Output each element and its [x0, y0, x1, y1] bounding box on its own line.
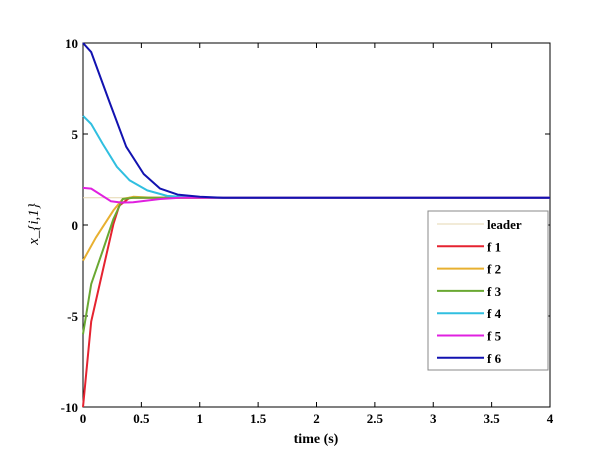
x-tick-label: 1	[197, 411, 204, 426]
x-axis-label: time (s)	[294, 432, 339, 447]
x-tick-label: 2	[313, 411, 320, 426]
x-tick-label: 0.5	[133, 411, 150, 426]
legend-label: f 2	[487, 262, 501, 277]
y-tick-label: -5	[67, 309, 78, 324]
y-tick-label: 10	[65, 36, 78, 51]
series-line-f3	[82, 196, 550, 335]
legend-label: f 6	[487, 351, 502, 366]
legend-label: f 1	[487, 239, 501, 254]
legend-label: f 4	[487, 306, 502, 321]
x-tick-label: 4	[547, 411, 554, 426]
series-line-f5	[82, 186, 550, 204]
y-tick-label: 5	[72, 127, 79, 142]
legend-label: f 3	[487, 284, 502, 299]
series-lines	[82, 42, 550, 408]
series-line-f6	[82, 42, 550, 199]
x-tick-label: 0	[80, 411, 87, 426]
x-tick-label: 3	[430, 411, 437, 426]
y-tick-label: 0	[72, 218, 79, 233]
legend-label: leader	[487, 217, 522, 232]
x-tick-label: 2.5	[367, 411, 384, 426]
y-axis-label: x_{i,1}	[26, 203, 42, 246]
legend: leader f 1 f 2 f 3 f 4 f 5 f 6	[427, 210, 549, 371]
x-tick-label: 3.5	[484, 411, 501, 426]
x-tick-label: 1.5	[250, 411, 267, 426]
axis-ticks: 0 0.5 1 1.5 2 2.5 3 3.5 4 -10 -5 0 5 10	[61, 36, 554, 426]
y-tick-label: -10	[61, 400, 78, 415]
legend-label: f 5	[487, 329, 502, 344]
